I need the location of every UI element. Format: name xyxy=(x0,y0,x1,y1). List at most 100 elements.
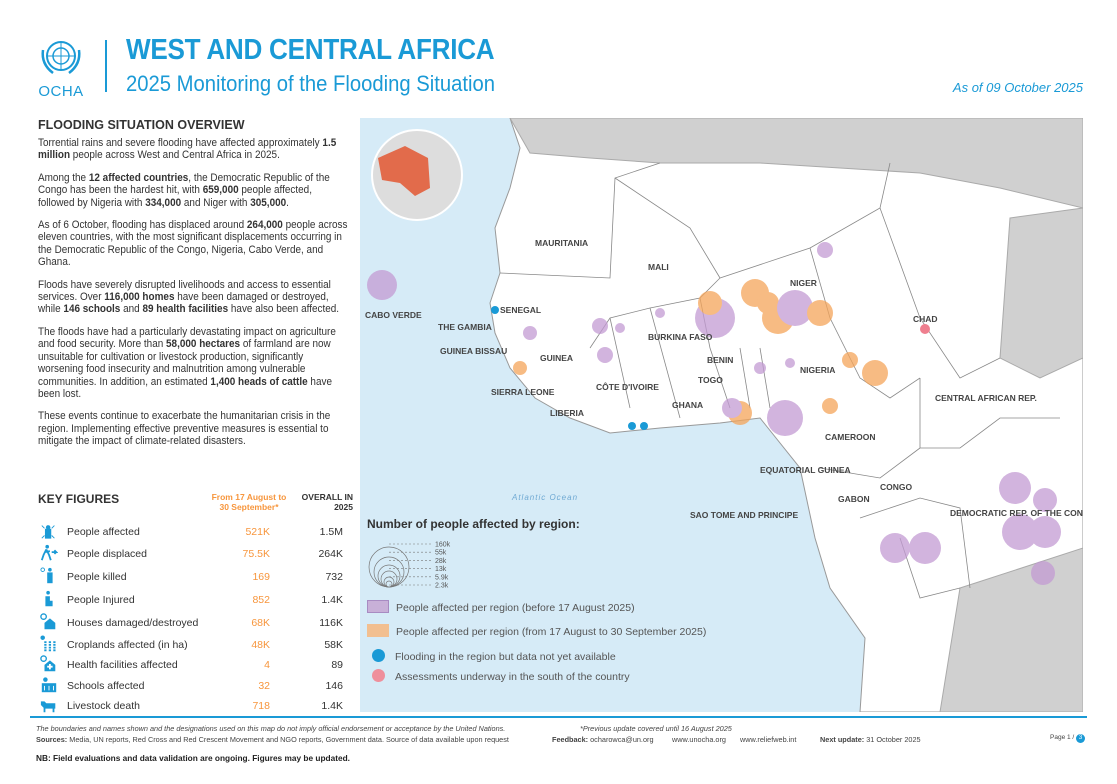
scale-label: 5.9k xyxy=(435,574,449,581)
cropland-icon xyxy=(40,635,56,652)
affected-region-bubble[interactable] xyxy=(615,323,625,333)
country-label: EQUATORIAL GUINEA xyxy=(760,465,851,475)
key-figure-overall-value: 58K xyxy=(324,639,343,651)
health-facility-icon xyxy=(40,655,56,672)
region-highlight xyxy=(378,146,430,196)
country-label: BENIN xyxy=(707,355,733,365)
no-data-marker[interactable] xyxy=(491,306,499,314)
key-figure-overall-value: 89 xyxy=(331,659,343,671)
key-figure-period-value: 169 xyxy=(252,571,270,583)
assessment-marker[interactable] xyxy=(920,324,930,334)
map[interactable]: Atlantic Ocean MAURITANIA MALI NIGER CHAD SE… xyxy=(360,118,1083,712)
key-figure-overall-value: 1.4K xyxy=(321,700,343,712)
affected-region-bubble[interactable] xyxy=(817,242,833,258)
feedback-email-link[interactable]: ocharowca@un.org xyxy=(590,735,654,744)
affected-region-bubble[interactable] xyxy=(698,291,722,315)
country-label: DEMOCRATIC REP. OF THE CONGO xyxy=(950,508,1083,518)
key-figure-period-value: 4 xyxy=(264,659,270,671)
country-label: NIGER xyxy=(790,278,817,288)
country-label: GUINEA BISSAU xyxy=(440,346,507,356)
overall-column-header: OVERALL IN 2025 xyxy=(301,492,353,512)
overview-paragraph: As of 6 October, flooding has displaced … xyxy=(38,219,348,269)
country-label: BURKINA FASO xyxy=(648,332,713,342)
key-figure-row: People killed 169 732 xyxy=(38,567,350,587)
reliefweb-link[interactable]: www.reliefweb.int xyxy=(740,735,797,744)
legend: Number of people affected by region: 160… xyxy=(367,517,706,683)
header-divider xyxy=(105,40,107,92)
previous-update-note: *Previous update covered until 16 August… xyxy=(580,724,732,733)
key-figure-period-value: 852 xyxy=(252,594,270,606)
school-icon xyxy=(41,677,57,693)
key-figure-row: Livestock death 718 1.4K xyxy=(38,696,350,716)
scale-label: 28k xyxy=(435,558,447,565)
affected-region-bubble[interactable] xyxy=(807,300,833,326)
affected-region-bubble[interactable] xyxy=(999,472,1031,504)
affected-region-bubble[interactable] xyxy=(862,360,888,386)
un-emblem-icon xyxy=(41,41,81,74)
affected-region-bubble[interactable] xyxy=(842,352,858,368)
key-figure-period-value: 48K xyxy=(251,639,270,651)
affected-region-bubble[interactable] xyxy=(655,308,665,318)
key-figure-label: Schools affected xyxy=(67,680,145,692)
country-label: THE GAMBIA xyxy=(438,322,492,332)
country-label: SIERRA LEONE xyxy=(491,387,555,397)
key-figure-row: Croplands affected (in ha) 48K 58K xyxy=(38,635,350,655)
country-label: NIGERIA xyxy=(800,365,835,375)
legend-item-before: People affected per region (before 17 Au… xyxy=(367,600,635,614)
affected-region-bubble[interactable] xyxy=(1002,514,1038,550)
country-label: CONGO xyxy=(880,482,913,492)
key-figure-label: People affected xyxy=(67,526,140,538)
affected-region-bubble[interactable] xyxy=(523,326,537,340)
key-figure-period-value: 75.5K xyxy=(242,548,270,560)
affected-region-bubble[interactable] xyxy=(909,532,941,564)
scale-label: 55k xyxy=(435,550,447,557)
affected-region-bubble[interactable] xyxy=(592,318,608,334)
country-label: GABON xyxy=(838,494,870,504)
page-indicator: Page 1 / 3 xyxy=(1050,734,1086,743)
overview-heading: FLOODING SITUATION OVERVIEW xyxy=(38,118,245,132)
country-label: CENTRAL AFRICAN REP. xyxy=(935,393,1037,403)
page-number[interactable]: 3 xyxy=(1076,734,1086,743)
legend-item-assessment: Assessments underway in the south of the… xyxy=(367,669,630,683)
affected-region-bubble[interactable] xyxy=(785,358,795,368)
affected-region-bubble[interactable] xyxy=(754,362,766,374)
assessment-icon xyxy=(372,669,385,682)
affected-region-bubble[interactable] xyxy=(597,347,613,363)
overview-paragraph: Torrential rains and severe flooding hav… xyxy=(38,137,337,162)
legend-item-period: People affected per region (from 17 Augu… xyxy=(367,624,706,638)
key-figure-label: Houses damaged/destroyed xyxy=(67,617,199,629)
affected-region-bubble[interactable] xyxy=(767,400,803,436)
affected-region-bubble[interactable] xyxy=(1033,488,1057,512)
people-displaced-icon xyxy=(40,544,58,561)
legend-item-no-data: Flooding in the region but data not yet … xyxy=(367,649,616,663)
affected-region-bubble[interactable] xyxy=(822,398,838,414)
affected-region-bubble[interactable] xyxy=(722,398,742,418)
country-label: CHAD xyxy=(913,314,938,324)
as-of-date: As of 09 October 2025 xyxy=(952,80,1083,95)
key-figure-period-value: 521K xyxy=(245,526,270,538)
scale-label: 160k xyxy=(435,542,451,549)
no-data-marker[interactable] xyxy=(628,422,636,430)
country-label: GHANA xyxy=(672,400,703,410)
key-figure-label: Croplands affected (in ha) xyxy=(67,639,188,651)
key-figure-overall-value: 264K xyxy=(318,548,343,560)
affected-region-bubble[interactable] xyxy=(1031,561,1055,585)
unocha-link[interactable]: www.unocha.org xyxy=(672,735,726,744)
overview-text: Torrential rains and severe flooding hav… xyxy=(38,137,350,458)
disclaimer: The boundaries and names shown and the d… xyxy=(36,724,506,733)
key-figure-period-value: 718 xyxy=(252,700,270,712)
logo-text: OCHA xyxy=(38,83,84,100)
people-affected-icon xyxy=(41,525,55,539)
affected-region-bubble[interactable] xyxy=(367,270,397,300)
affected-region-bubble[interactable] xyxy=(1029,516,1061,548)
affected-region-bubble[interactable] xyxy=(777,290,813,326)
scale-circle xyxy=(380,570,398,588)
swatch-before xyxy=(367,600,389,613)
key-figure-overall-value: 1.5M xyxy=(319,526,343,538)
key-figure-overall-value: 146 xyxy=(325,680,343,692)
affected-region-bubble[interactable] xyxy=(513,361,527,375)
affected-region-bubble[interactable] xyxy=(880,533,910,563)
country-label: TOGO xyxy=(698,375,723,385)
no-data-marker[interactable] xyxy=(640,422,648,430)
page-title: WEST AND CENTRAL AFRICA xyxy=(126,34,495,66)
